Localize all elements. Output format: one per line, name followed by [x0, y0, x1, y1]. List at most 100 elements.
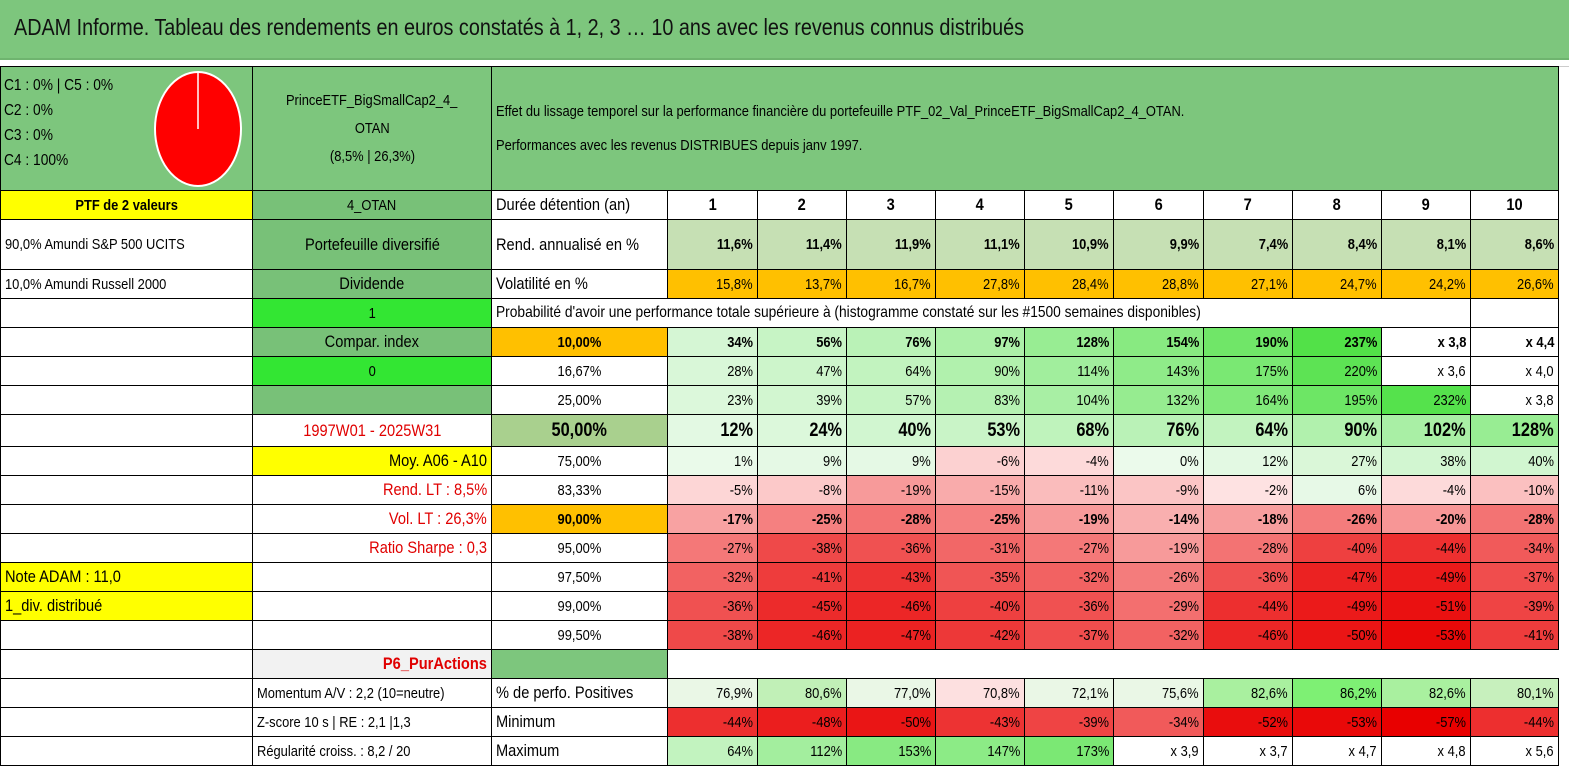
quantile-value: -11%	[1024, 475, 1114, 505]
quantile-value: x 4,0	[1470, 356, 1559, 386]
quantile-value-text: 104%	[1075, 391, 1109, 409]
quantile-value-text: -28%	[1523, 510, 1554, 528]
quantile-value: -29%	[1113, 591, 1204, 621]
quantile-value-text: -4%	[1086, 452, 1109, 470]
quantile-value-text: -10%	[1523, 481, 1554, 499]
quantile-value-text: -32%	[1168, 626, 1199, 644]
min-cell: -48%	[757, 707, 847, 737]
max-cell-text: x 3,7	[1260, 742, 1288, 760]
quantile-value: 154%	[1113, 327, 1204, 357]
left-note-text: 1_div. distribué	[5, 596, 103, 615]
min-label-text: Minimum	[496, 712, 556, 731]
ptf-count-text: PTF de 2 valeurs	[75, 196, 178, 214]
quantile-value: x 4,4	[1470, 327, 1559, 357]
quantile-value-text: -47%	[1346, 568, 1377, 586]
min-cell-text: -43%	[989, 713, 1020, 731]
quantile-value-text: 1%	[734, 452, 753, 470]
quantile-value-text: -31%	[989, 539, 1020, 557]
min-cell-text: -34%	[1168, 713, 1199, 731]
rend-cell-text: 8,4%	[1347, 236, 1377, 253]
quantile-value-text: -39%	[1523, 597, 1554, 615]
quantile-label: 25,00%	[491, 385, 668, 415]
quantile-value: x 3,8	[1381, 327, 1471, 357]
vol-cell-text: 16,7%	[894, 275, 931, 293]
pos-value: 77,0%	[846, 678, 936, 708]
vol-cell-text: 27,1%	[1251, 275, 1288, 293]
quantile-value: -19%	[1113, 533, 1204, 563]
empty-cell	[252, 591, 492, 621]
quantile-value-text: -19%	[1078, 510, 1109, 528]
etf-name-line: OTAN	[354, 119, 390, 137]
rend-cell: 8,4%	[1292, 219, 1382, 270]
pos-value: 82,6%	[1203, 678, 1293, 708]
quantile-value: -2%	[1203, 475, 1293, 505]
max-label-text: Maximum	[496, 741, 560, 760]
empty-cell	[936, 650, 1025, 679]
duration-label: Durée détention (an)	[491, 190, 668, 220]
max-cell: x 3,9	[1113, 736, 1204, 766]
quantile-value: -26%	[1113, 562, 1204, 592]
quantile-value: -25%	[757, 504, 847, 534]
quantile-value-text: 0%	[1180, 452, 1199, 470]
quantile-value-text: 76%	[905, 333, 931, 351]
quantile-value: -18%	[1203, 504, 1293, 534]
asset-line: 90,0% Amundi S&P 500 UCITS	[0, 219, 253, 270]
vol-cell: 16,7%	[846, 269, 936, 299]
quantile-value: 68%	[1024, 414, 1114, 447]
empty-cell	[0, 414, 253, 447]
table-row: Moy. A06 - A10 75,00% 1% 9% 9% -6% -4% 0% 12% 27%…	[0, 446, 1559, 476]
quantile-value-text: 9%	[912, 452, 931, 470]
quantile-value: -14%	[1113, 504, 1204, 534]
table-row: 25,00% 23% 39% 57% 83% 104% 132% 164% 195% 232% x …	[0, 385, 1559, 415]
quantile-value: 56%	[757, 327, 847, 357]
quantile-value: -15%	[935, 475, 1025, 505]
quantile-value: 114%	[1024, 356, 1114, 386]
quantile-value-text: 64%	[1255, 419, 1288, 441]
quantile-value-text: -46%	[811, 626, 842, 644]
quantile-value: -45%	[757, 591, 847, 621]
quantile-value-text: -44%	[1435, 539, 1466, 557]
quantile-value: -46%	[757, 620, 847, 650]
quantile-value-text: -28%	[1257, 539, 1288, 557]
quantile-value: -36%	[846, 533, 936, 563]
quantile-value-text: 154%	[1165, 333, 1199, 351]
quantile-value: -9%	[1113, 475, 1204, 505]
quantile-value: -20%	[1381, 504, 1471, 534]
year-header-text: 1	[708, 195, 717, 214]
quantile-label-text: 25,00%	[557, 391, 602, 409]
quantile-value-text: -45%	[811, 597, 842, 615]
info-cell: 0	[252, 356, 492, 386]
quantile-value-text: 9%	[823, 452, 842, 470]
max-cell-text: 153%	[897, 742, 931, 760]
quantile-value-text: -28%	[900, 510, 931, 528]
prob-label: Probabilité d'avoir une performance tota…	[491, 298, 1471, 328]
quantile-value: 128%	[1024, 327, 1114, 357]
empty-green	[491, 649, 668, 679]
description-line: Effet du lissage temporel sur la perform…	[496, 102, 1185, 120]
quantile-value-text: -15%	[989, 481, 1020, 499]
info-cell-text: 0	[368, 362, 376, 380]
quantile-value: -41%	[1470, 620, 1559, 650]
quantile-value: -28%	[1470, 504, 1559, 534]
quantile-value-text: -26%	[1346, 510, 1377, 528]
quantile-value: 232%	[1381, 385, 1471, 415]
quantile-value: 40%	[1470, 446, 1559, 476]
quantile-value: -49%	[1381, 562, 1471, 592]
table-row: Z-score 10 s | RE : 2,1 |1,3 Minimum -44% -…	[0, 707, 1559, 737]
quantile-value-text: -25%	[811, 510, 842, 528]
quantile-value-text: 128%	[1512, 419, 1554, 441]
quantile-value-text: -14%	[1168, 510, 1199, 528]
pos-label: % de perfo. Positives	[491, 678, 668, 708]
quantile-value: 237%	[1292, 327, 1382, 357]
quantile-value: -36%	[1203, 562, 1293, 592]
quantile-value-text: -8%	[819, 481, 842, 499]
quantile-value-text: x 3,8	[1437, 333, 1466, 351]
quantile-value-text: -46%	[1257, 626, 1288, 644]
info-cell: 1997W01 - 2025W31	[252, 414, 492, 447]
min-cell: -50%	[846, 707, 936, 737]
quantile-value-text: -41%	[811, 568, 842, 586]
table-row: 1_div. distribué 99,00% -36% -45% -46% -40% -3…	[0, 591, 1559, 621]
quantile-value: -46%	[846, 591, 936, 621]
quantile-value: -10%	[1470, 475, 1559, 505]
empty-cell	[0, 678, 253, 708]
